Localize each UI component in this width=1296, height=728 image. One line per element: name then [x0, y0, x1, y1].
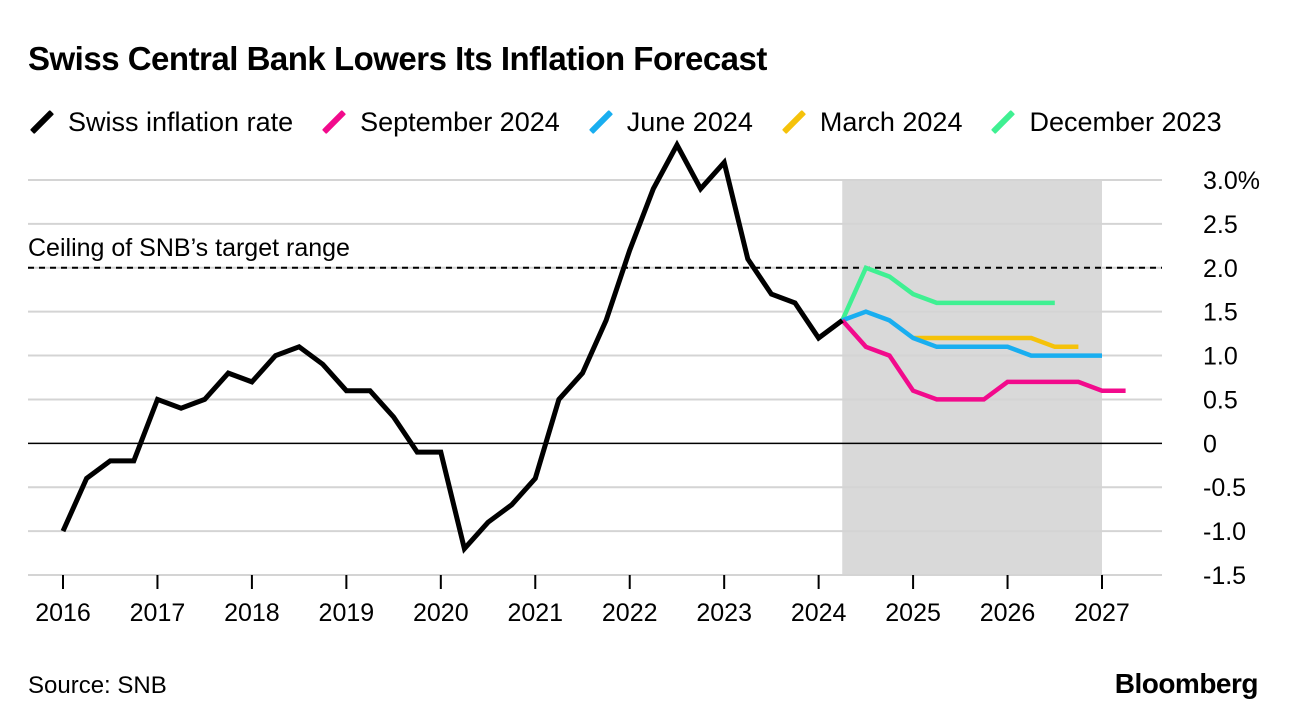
series-line-swiss-inflation-rate: [60, 139, 844, 554]
x-tick-label-2021: 2021: [507, 599, 563, 627]
x-tick-label-2018: 2018: [224, 599, 280, 627]
legend-item-june-2024: June 2024: [587, 107, 753, 138]
x-tick-label-2023: 2023: [696, 599, 752, 627]
x-tick-label-2022: 2022: [602, 599, 658, 627]
series-line-june-2024: [841, 309, 1102, 358]
series-line-september-2024: [840, 318, 1126, 402]
legend-label-june-2024: June 2024: [626, 106, 753, 137]
target-ceiling-label: Ceiling of SNB’s target range: [28, 234, 350, 262]
y-tick-label-4: 1.0: [1203, 343, 1238, 371]
y-tick-label-3: 1.5: [1203, 299, 1238, 327]
legend-item-swiss-inflation: Swiss inflation rate: [28, 107, 293, 138]
y-tick-label-6: 0: [1203, 430, 1217, 458]
bloomberg-logo: Bloomberg: [1114, 668, 1259, 699]
legend-label-march-2024: March 2024: [819, 106, 963, 137]
legend-label-swiss-inflation: Swiss inflation rate: [68, 106, 294, 137]
legend-label-september-2024: September 2024: [360, 106, 560, 137]
series-line-march-2024: [913, 335, 1079, 350]
x-tick-label-2024: 2024: [791, 599, 847, 627]
legend: Swiss inflation rate September 2024 June…: [28, 104, 1222, 140]
legend-item-september-2024: September 2024: [320, 107, 560, 138]
y-tick-label-0: 3.0%: [1203, 167, 1260, 195]
legend-item-december-2023: December 2023: [989, 106, 1222, 138]
chart-title: Swiss Central Bank Lowers Its Inflation …: [28, 40, 767, 77]
legend-label-december-2023: December 2023: [1029, 106, 1222, 137]
y-tick-label-7: -0.5: [1203, 474, 1246, 502]
y-tick-label-1: 2.5: [1203, 211, 1238, 239]
y-tick-label-9: -1.5: [1203, 562, 1246, 590]
source-note: Source: SNB: [28, 672, 167, 699]
y-tick-label-8: -1.0: [1203, 518, 1246, 546]
series-line-december-2023: [840, 264, 1055, 322]
forecast-shading: [842, 180, 1102, 575]
legend-item-march-2024: March 2024: [780, 106, 963, 138]
x-tick-label-2019: 2019: [319, 599, 375, 627]
x-tick-label-2027: 2027: [1074, 599, 1130, 627]
y-tick-label-5: 0.5: [1203, 386, 1238, 414]
x-tick-label-2017: 2017: [130, 599, 186, 627]
x-tick-label-2016: 2016: [35, 599, 91, 627]
y-tick-label-2: 2.0: [1203, 255, 1238, 283]
x-tick-label-2020: 2020: [413, 599, 469, 627]
x-tick-label-2026: 2026: [980, 599, 1036, 627]
x-tick-label-2025: 2025: [885, 599, 941, 627]
